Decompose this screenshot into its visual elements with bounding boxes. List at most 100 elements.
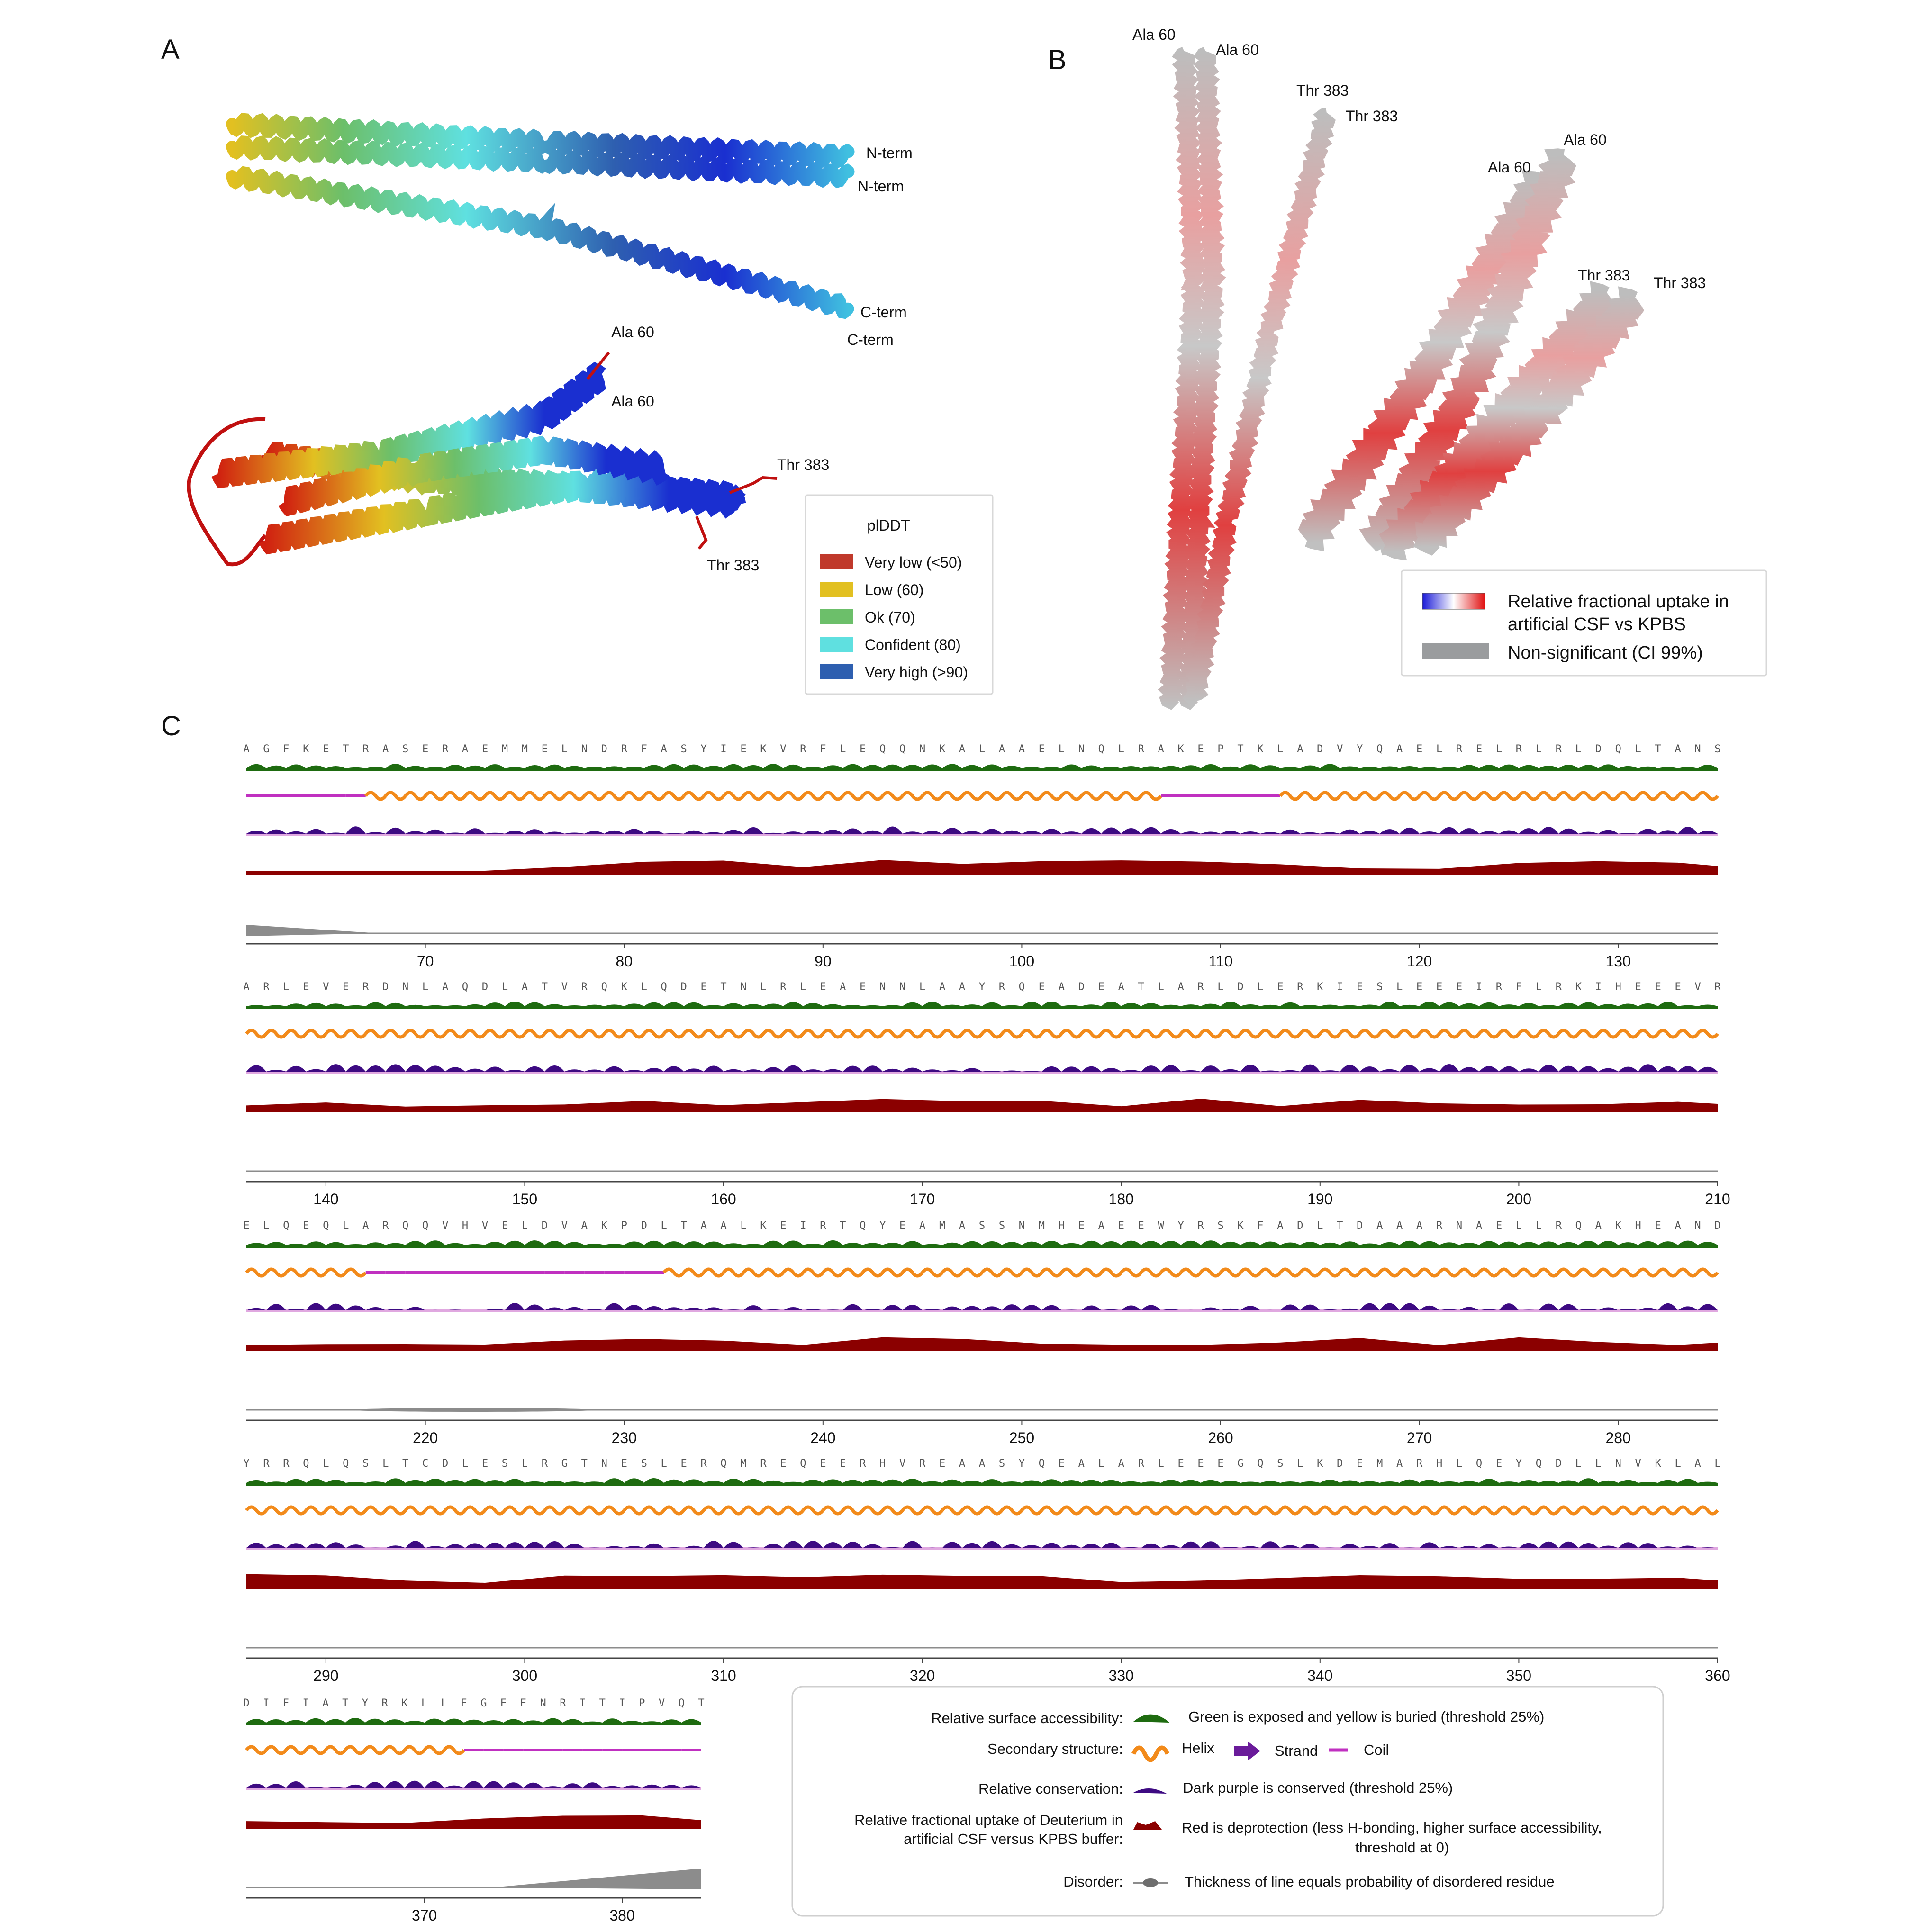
legend-items: Very low (<50) Low (60) Ok (70) Confident (…	[820, 554, 968, 681]
n-term-label: N-term	[866, 144, 913, 162]
axis-tick-label: 170	[910, 1191, 935, 1208]
helix-key-glyph	[1131, 1745, 1170, 1762]
residue-letter: Q	[1019, 981, 1025, 993]
helix-segment	[1557, 1029, 1580, 1039]
residue-label: Thr 383	[1578, 267, 1630, 284]
helix-segment	[1199, 1029, 1222, 1039]
helix-segment	[960, 1505, 984, 1516]
residue-letter: R	[362, 743, 369, 755]
helix-segment	[364, 1029, 387, 1039]
helix-segment	[383, 1745, 406, 1755]
residue-letter: K	[1237, 1220, 1244, 1232]
axis-tick-label: 340	[1307, 1667, 1332, 1684]
helix-segment	[1438, 1505, 1461, 1516]
residue-letter: V	[899, 1458, 905, 1470]
residue-letter: D	[442, 1458, 448, 1470]
helix-segment	[1080, 1505, 1103, 1516]
residue-letter: E	[303, 1220, 309, 1232]
helix-segment	[1477, 791, 1501, 801]
helix-segment	[1378, 1267, 1401, 1278]
residue-letter: D	[1317, 743, 1323, 755]
helix-segment	[1000, 1029, 1023, 1039]
residue-letter: L	[1456, 1458, 1462, 1470]
residue-letter: G	[561, 1458, 568, 1470]
residue-letter: R	[442, 743, 449, 755]
residue-letter: K	[1575, 981, 1582, 993]
residue-letter: L	[1118, 743, 1124, 755]
residue-letter: Q	[679, 1697, 685, 1709]
helix-segment	[1418, 1505, 1441, 1516]
helix-segment	[960, 1267, 984, 1278]
residue-letter: K	[1615, 1220, 1622, 1232]
helix-segment	[1259, 1505, 1282, 1516]
helix-segment	[782, 1505, 805, 1516]
residue-letter: L	[740, 1220, 746, 1232]
helix-strand-3	[226, 166, 854, 319]
residue-letter: K	[621, 981, 628, 993]
residue-letter: L	[661, 1220, 667, 1232]
residue-letter: A	[243, 743, 249, 755]
residue-letter: N	[1456, 1220, 1462, 1232]
helix-segment	[1517, 1505, 1540, 1516]
legend-box	[1401, 569, 1767, 677]
residue-label: Ala 60	[611, 324, 654, 341]
residue-letter: K	[1317, 1458, 1323, 1470]
helix-segment	[742, 1029, 765, 1039]
residue-letter: T	[720, 981, 726, 993]
uptake-track	[246, 1815, 701, 1829]
tail-thr	[695, 515, 708, 550]
helix-segment	[1637, 791, 1659, 801]
residue-letter: E	[1635, 981, 1641, 993]
residue-letter: Q	[1476, 1458, 1482, 1470]
helix-segment	[245, 1505, 268, 1516]
helix-segment	[1577, 1505, 1600, 1516]
residue-letter: E	[1357, 981, 1363, 993]
helix-segment	[1517, 1029, 1540, 1039]
residue-letter: A	[522, 981, 528, 993]
helix-segment	[1457, 1505, 1481, 1516]
residue-letter: R	[263, 1458, 270, 1470]
residue-letter: D	[1337, 1458, 1343, 1470]
residue-letter: A	[1396, 1220, 1403, 1232]
residue-letter: R	[820, 1220, 826, 1232]
helix-segment	[265, 1267, 288, 1278]
residue-letter: V	[482, 1220, 488, 1232]
helix-segment	[443, 1745, 465, 1755]
legend-swatch	[820, 637, 853, 652]
helix-segment	[682, 1267, 705, 1278]
helix-segment	[285, 1505, 308, 1516]
residue-letter: Q	[323, 1220, 329, 1232]
residue-letter: E	[780, 1458, 786, 1470]
residue-letter: A	[939, 981, 945, 993]
conservation-track	[241, 1541, 1718, 1548]
residue-letter: L	[1496, 743, 1502, 755]
helix-segment	[523, 1505, 546, 1516]
helix-segment	[1020, 1267, 1043, 1278]
residue-letter: R	[780, 981, 787, 993]
c-term-label: C-term	[847, 331, 894, 348]
residue-letter: R	[1197, 981, 1204, 993]
residue-letter: A	[959, 743, 965, 755]
residue-letter: E	[482, 1458, 488, 1470]
residue-letter: A	[999, 743, 1005, 755]
helix-segment	[861, 1267, 884, 1278]
helix-segment	[1537, 791, 1560, 801]
residue-letter: R	[919, 1458, 926, 1470]
axis-tick-label: 80	[616, 953, 633, 970]
residue-letter: A	[382, 743, 389, 755]
helix-segment	[325, 1505, 347, 1516]
uptake-track	[246, 1337, 1718, 1351]
helix-segment	[1140, 1505, 1162, 1516]
residue-letter: A	[1019, 743, 1025, 755]
helix-segment	[363, 1745, 386, 1755]
residue-letter: S	[999, 1458, 1005, 1470]
helix-segment	[782, 1029, 805, 1039]
helix-segment	[1577, 791, 1600, 801]
helix-segment	[1259, 1029, 1282, 1039]
helix-segment	[523, 1029, 546, 1039]
helix-segment	[1537, 1267, 1560, 1278]
residue-letter: A	[1476, 1220, 1482, 1232]
residue-letter: T	[680, 1220, 687, 1232]
